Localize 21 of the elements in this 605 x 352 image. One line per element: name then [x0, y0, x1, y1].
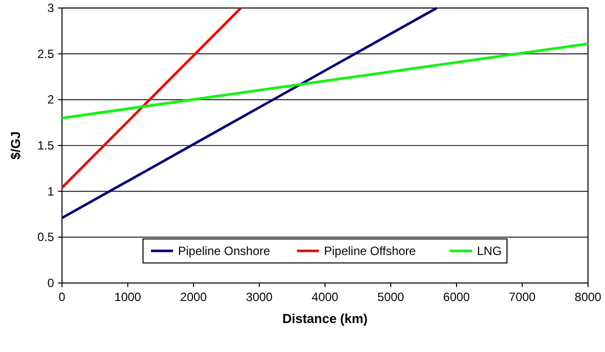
- x-tick-label: 3000: [246, 290, 273, 304]
- y-tick-label: 3: [47, 1, 54, 15]
- x-tick-label: 4000: [312, 290, 339, 304]
- legend-label: Pipeline Offshore: [324, 244, 416, 258]
- legend-label: Pipeline Onshore: [178, 244, 270, 258]
- y-axis-title: $/GJ: [8, 131, 23, 160]
- x-tick-label: 6000: [443, 290, 470, 304]
- x-axis-title: Distance (km): [282, 311, 368, 326]
- legend-label: LNG: [477, 244, 502, 258]
- y-tick-label: 1.5: [37, 138, 54, 152]
- x-tick-label: 0: [58, 290, 66, 304]
- x-tick-label: 8000: [574, 290, 602, 304]
- y-tick-label: 2.5: [37, 46, 54, 61]
- y-tick-label: 0.5: [37, 230, 54, 244]
- x-tick-label: 7000: [508, 290, 536, 304]
- x-tick-label: 5000: [377, 290, 404, 304]
- x-tick-label: 1000: [114, 290, 142, 304]
- y-tick-label: 0: [47, 276, 54, 290]
- x-tick-label: 2000: [180, 290, 208, 304]
- y-tick-label: 2: [47, 92, 54, 107]
- y-tick-label: 1: [47, 184, 54, 198]
